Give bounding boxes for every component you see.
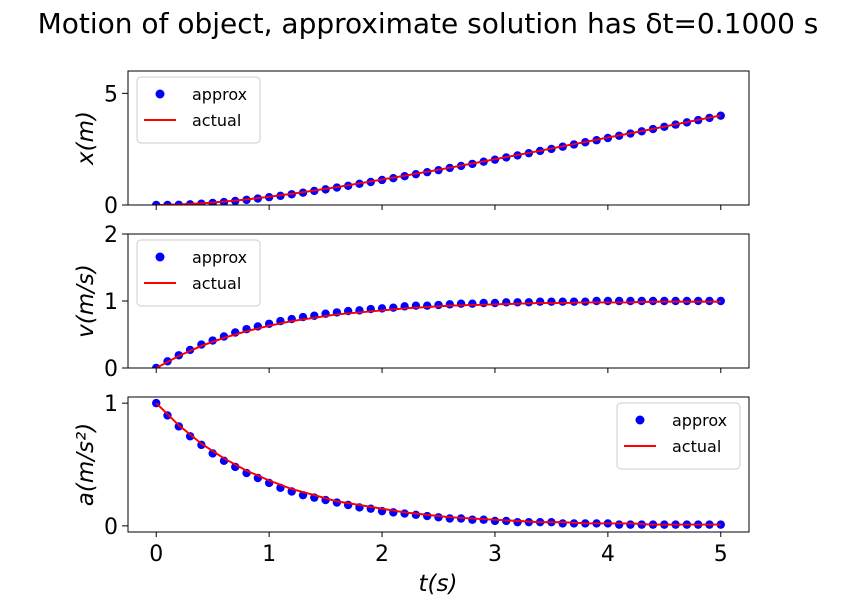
subplots: 05x(m)approxactual012v(m/s)approxactual0… bbox=[73, 70, 750, 540]
legend-v: approx actual bbox=[136, 239, 261, 307]
data-point-approx-v bbox=[569, 297, 579, 306]
data-point-approx-v bbox=[479, 298, 488, 308]
axes-frame-a bbox=[127, 396, 750, 533]
data-point-approx-v bbox=[603, 296, 613, 306]
y-axis-label-v: v(m/s) bbox=[73, 264, 99, 338]
data-point-approx-v bbox=[468, 299, 477, 308]
y-tick-label-v-1: 1 bbox=[104, 290, 118, 315]
data-point-approx-v bbox=[490, 298, 500, 308]
data-point-approx-a bbox=[513, 517, 522, 527]
legend-label-approx-v: approx bbox=[192, 248, 247, 267]
legend-box-a bbox=[616, 402, 741, 470]
legend-label-actual-x: actual bbox=[192, 111, 241, 130]
data-point-approx-v bbox=[592, 296, 601, 306]
x-tick-label-0: 0 bbox=[149, 542, 163, 567]
y-axis-label-a: a(m/s²) bbox=[73, 423, 99, 506]
y-tick-label-v-0: 0 bbox=[104, 357, 118, 382]
plot-area-x bbox=[152, 111, 725, 205]
y-axis-label-x: x(m) bbox=[73, 111, 99, 166]
legend-box-x bbox=[136, 76, 261, 144]
y-tick-label-x-1: 5 bbox=[104, 82, 118, 107]
data-point-approx-a bbox=[558, 519, 567, 528]
data-point-approx-a bbox=[400, 509, 409, 518]
legend-label-actual-v: actual bbox=[192, 274, 241, 293]
series-line-top-actual-a bbox=[155, 402, 721, 526]
plot-area-a bbox=[152, 398, 725, 529]
legend-label-actual-a: actual bbox=[672, 437, 721, 456]
data-point-approx-v bbox=[423, 301, 432, 310]
data-point-approx-v bbox=[524, 298, 534, 307]
legend-a: approx actual bbox=[616, 402, 741, 470]
data-point-approx-a bbox=[434, 513, 443, 522]
series-line-top-actual-x bbox=[156, 114, 721, 205]
legend-x: approx actual bbox=[136, 76, 261, 144]
data-point-approx-x bbox=[152, 200, 161, 205]
y-tick-label-a-0: 0 bbox=[104, 515, 118, 540]
x-axis: 0 1 2 3 4 5 bbox=[149, 542, 728, 567]
data-point-approx-v bbox=[547, 297, 556, 306]
legend-label-approx-a: approx bbox=[672, 411, 727, 430]
axes-frame-v bbox=[127, 233, 750, 369]
data-point-approx-v bbox=[513, 298, 522, 307]
data-point-approx-v bbox=[637, 296, 646, 306]
data-point-approx-v bbox=[614, 296, 624, 306]
data-point-approx-a bbox=[468, 515, 477, 524]
data-point-approx-a bbox=[185, 432, 195, 441]
x-tick-label-5: 5 bbox=[714, 542, 728, 567]
subplot-a: 0 1a(m/s²) approx actual bbox=[73, 392, 750, 540]
data-point-approx-a bbox=[490, 516, 500, 526]
data-point-approx-a bbox=[716, 520, 725, 529]
data-point-approx-a bbox=[411, 510, 421, 520]
x-axis-label: t(s) bbox=[419, 571, 458, 597]
chart-title: Motion of object, approximate solution h… bbox=[38, 7, 819, 40]
data-point-approx-v bbox=[558, 297, 567, 306]
legend-marker-approx-x bbox=[155, 89, 165, 99]
y-tick-label-v-2: 2 bbox=[104, 223, 118, 248]
data-point-approx-v bbox=[716, 296, 725, 306]
x-tick-label-3: 3 bbox=[488, 542, 502, 567]
y-tick-label-a-1: 1 bbox=[104, 392, 118, 417]
legend-marker-approx-v bbox=[155, 252, 165, 262]
legend-marker-approx-a bbox=[635, 415, 645, 425]
data-point-approx-v bbox=[535, 297, 545, 306]
data-point-approx-v bbox=[434, 300, 443, 310]
axes-frame-x bbox=[127, 70, 750, 206]
data-point-approx-v bbox=[389, 303, 398, 312]
data-point-approx-a bbox=[423, 511, 432, 521]
legend-label-approx-x: approx bbox=[192, 85, 247, 104]
x-tick-label-1: 1 bbox=[262, 542, 276, 567]
data-point-approx-v bbox=[626, 296, 635, 306]
data-point-approx-a bbox=[445, 514, 454, 523]
data-point-approx-a bbox=[614, 520, 624, 529]
legend-box-v bbox=[136, 239, 261, 307]
data-point-approx-v bbox=[502, 298, 511, 307]
series-line-top-actual-v bbox=[155, 300, 721, 368]
plot-area-v bbox=[152, 296, 725, 368]
x-tick-label-4: 4 bbox=[601, 542, 615, 567]
data-point-approx-v bbox=[445, 300, 454, 309]
subplot-v: 0 1 2v(m/s) approx actual bbox=[73, 223, 750, 382]
y-tick-label-x-0: 0 bbox=[104, 194, 118, 219]
x-tick-label-2: 2 bbox=[375, 542, 389, 567]
data-point-approx-a bbox=[626, 520, 635, 529]
data-point-approx-v bbox=[456, 299, 466, 308]
subplot-x: 0 5x(m) approx actual bbox=[73, 70, 750, 219]
series-line-actual-v bbox=[155, 300, 721, 368]
